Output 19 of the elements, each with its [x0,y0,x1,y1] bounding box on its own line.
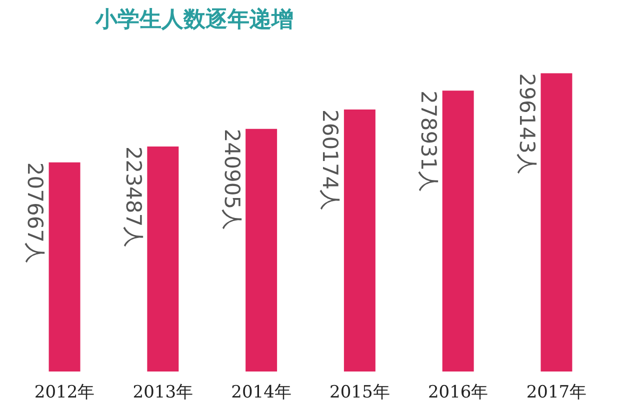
data-label: 207667人 [23,162,48,264]
bar [442,90,474,372]
bar [344,110,376,372]
bar [246,128,278,372]
data-label: 260174人 [318,110,342,211]
x-tick-label: 2014年 [231,382,292,402]
bar [147,146,179,372]
x-tick-label: 2015年 [330,382,390,402]
data-label: 278931人 [416,90,441,192]
x-tick-label: 2017年 [526,382,587,402]
x-tick-label: 2012年 [34,382,95,402]
data-label: 240905人 [220,128,244,230]
x-tick-label: 2016年 [428,382,488,402]
chart-title: 小学生人数逐年递增 [94,6,294,32]
x-tick-label: 2013年 [132,382,194,402]
data-label: 223487人 [121,146,146,248]
bar [540,73,572,372]
data-label: 296143人 [514,73,539,174]
bar [48,162,80,372]
